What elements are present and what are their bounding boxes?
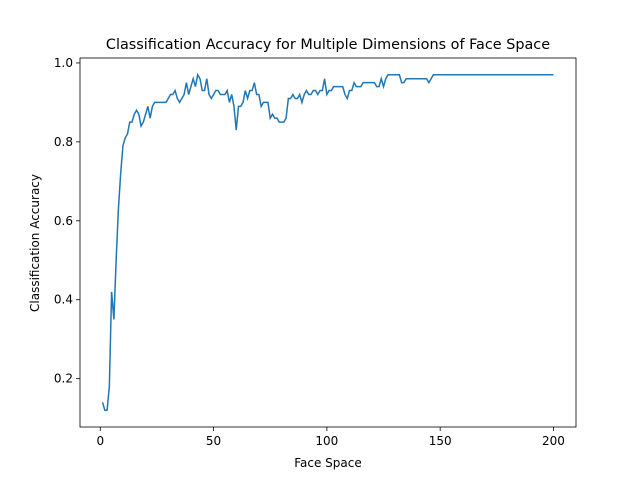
y-tick-label: 0.8 — [54, 135, 73, 149]
chart-title: Classification Accuracy for Multiple Dim… — [106, 37, 550, 53]
y-tick-label: 0.6 — [54, 214, 73, 228]
y-tick-label: 1.0 — [54, 56, 73, 70]
plot-frame — [79, 57, 577, 428]
y-axis-label: Classification Accuracy — [28, 174, 42, 312]
x-axis-label: Face Space — [294, 456, 362, 470]
data-line — [101, 72, 554, 411]
y-tick-label: 0.2 — [54, 372, 73, 386]
x-tick-label: 50 — [206, 434, 221, 448]
x-tick-label: 0 — [96, 434, 104, 448]
y-tick-label: 0.4 — [54, 293, 73, 307]
x-tick-label: 100 — [315, 434, 338, 448]
x-tick-label: 200 — [542, 434, 565, 448]
x-tick-label: 150 — [429, 434, 452, 448]
